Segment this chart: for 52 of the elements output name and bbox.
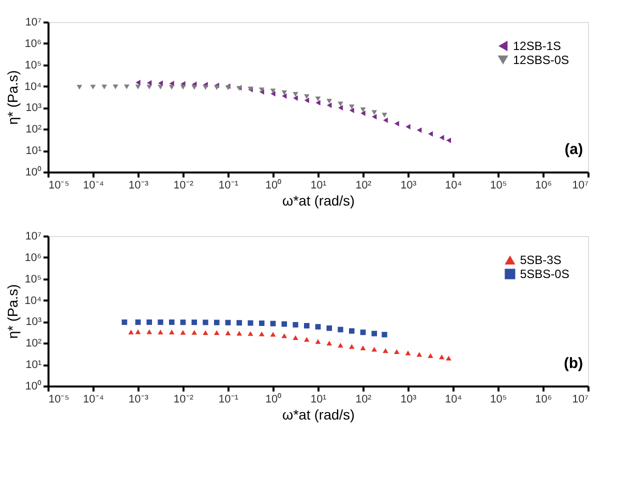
y-tick-label: 10⁰ (25, 166, 42, 178)
x-tick-label: 10⁻⁵ (48, 180, 70, 192)
x-tick-label: 10⁶ (535, 180, 552, 192)
legend-label: 12SB-1S (513, 39, 562, 53)
y-axis-title: η* (Pa.s) (4, 284, 21, 339)
x-tick-label: 10³ (400, 394, 417, 406)
y-tick-label: 10⁴ (24, 294, 42, 307)
x-tick-label: 10³ (400, 180, 417, 192)
y-axis-title: η* (Pa.s) (4, 70, 21, 125)
y-tick-label: 10³ (26, 102, 42, 114)
x-tick-label: 10⁰ (265, 178, 282, 192)
x-tick-label: 10⁴ (445, 180, 462, 192)
legend-label: 5SBS-0S (520, 267, 570, 281)
y-tick-label: 10¹ (26, 145, 42, 158)
legend-label: 12SBS-0S (513, 53, 570, 67)
x-tick-label: 10⁷ (572, 180, 589, 192)
x-tick-label: 10⁻³ (128, 180, 149, 192)
y-tick-label: 10⁵ (24, 59, 42, 72)
x-tick-label: 10⁰ (265, 392, 282, 406)
x-axis-title: ω*at (rad/s) (282, 406, 355, 422)
x-tick-label: 10⁶ (535, 394, 552, 406)
y-tick-label: 10¹ (26, 359, 42, 372)
y-tick-label: 10⁷ (25, 16, 42, 28)
x-tick-label: 10⁻⁴ (83, 180, 104, 192)
x-tick-label: 10⁻⁵ (48, 394, 70, 406)
x-tick-label: 10⁻² (174, 394, 194, 406)
y-tick-label: 10⁵ (24, 273, 42, 286)
y-tick-label: 10² (26, 338, 42, 350)
x-tick-label: 10⁻¹ (218, 394, 239, 406)
y-tick-label: 10³ (26, 316, 42, 328)
annotation: (b) (564, 355, 583, 372)
x-tick-label: 10⁻² (174, 180, 194, 192)
x-tick-label: 10² (356, 394, 372, 406)
y-tick-label: 10⁰ (25, 380, 42, 392)
x-axis-title: ω*at (rad/s) (282, 192, 355, 208)
x-tick-label: 10⁻⁴ (83, 394, 104, 406)
legend-label: 5SB-3S (520, 253, 562, 267)
x-tick-label: 10¹ (310, 394, 327, 406)
x-tick-label: 10⁵ (490, 180, 507, 192)
y-tick-label: 10⁴ (24, 80, 42, 93)
annotation: (a) (564, 141, 583, 158)
x-tick-label: 10⁴ (445, 394, 462, 406)
x-tick-label: 10⁵ (490, 394, 507, 406)
y-tick-label: 10² (26, 124, 42, 136)
x-tick-label: 10² (356, 180, 372, 192)
y-tick-label: 10⁶ (24, 252, 42, 264)
x-tick-label: 10⁻¹ (218, 180, 239, 192)
y-tick-label: 10⁷ (25, 230, 42, 242)
x-tick-label: 10⁷ (572, 394, 589, 406)
x-tick-label: 10¹ (310, 180, 327, 192)
x-tick-label: 10⁻³ (128, 394, 149, 406)
y-tick-label: 10⁶ (24, 38, 42, 50)
